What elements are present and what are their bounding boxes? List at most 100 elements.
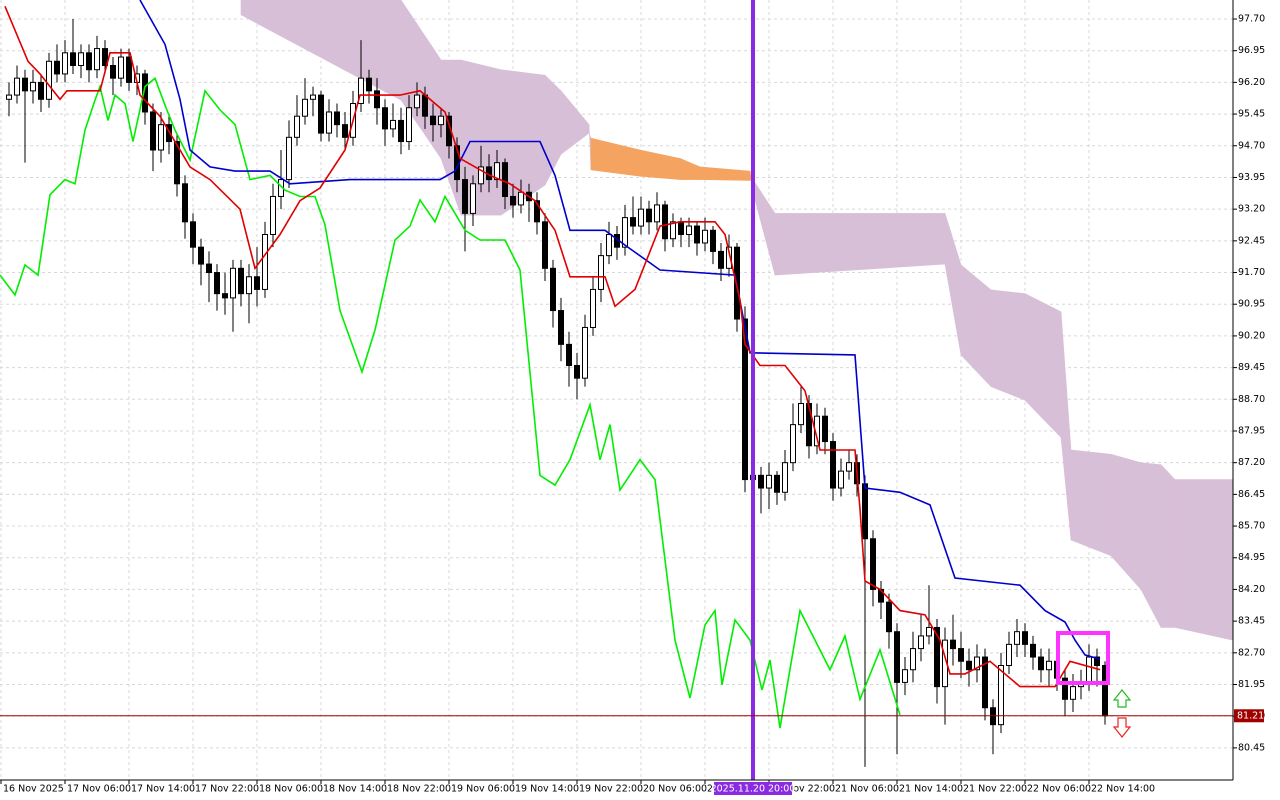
y-tick-label: 87.95 (1238, 425, 1265, 436)
candle-body (462, 179, 468, 214)
cloud-segment (1070, 449, 1112, 557)
candle-body (126, 56, 132, 83)
x-tick-label: 21 Nov 14:00 (899, 784, 963, 795)
y-tick-label: 97.70 (1238, 14, 1265, 25)
candle-body (662, 204, 668, 240)
candle-body (838, 470, 844, 489)
candle-body (702, 229, 708, 244)
candle-body (438, 115, 444, 126)
candle-body (118, 56, 124, 79)
last-price-tag-bg (1234, 709, 1264, 723)
candle-body (38, 81, 44, 100)
candle-body (318, 94, 324, 134)
candle-body (422, 94, 428, 117)
candle-body (790, 424, 796, 464)
candle-body (934, 626, 940, 688)
y-tick-label: 95.45 (1238, 109, 1265, 120)
candle-body (102, 48, 108, 66)
x-tick-label: 17 Nov 06:00 (67, 784, 131, 795)
candle-body (998, 664, 1004, 726)
candle-body (310, 94, 316, 100)
x-tick-label: 19 Nov 14:00 (515, 784, 579, 795)
marker-label: 2025.11.20 20:00 (711, 784, 796, 795)
candle-body (822, 415, 828, 443)
x-tick-label: 17 Nov 14:00 (131, 784, 195, 795)
y-tick-label: 93.95 (1238, 172, 1265, 183)
candle-body (62, 52, 68, 75)
y-tick-label: 86.45 (1238, 489, 1265, 500)
candle-body (846, 462, 852, 472)
y-tick-label: 96.20 (1238, 77, 1265, 88)
candle-body (646, 208, 652, 223)
x-tick-label: 21 Nov 22:00 (963, 784, 1027, 795)
candle-body (478, 166, 484, 185)
candle-body (430, 115, 436, 126)
cloud-segment (990, 289, 1026, 401)
y-tick-label: 92.45 (1238, 235, 1265, 246)
x-tick-label: 20 Nov 06:00 (643, 784, 707, 795)
candle-body (86, 52, 92, 71)
candle-body (398, 119, 404, 143)
x-tick-label: 18 Nov 14:00 (323, 784, 387, 795)
candle-body (574, 364, 580, 379)
x-tick-label: 20 Nov 22:00 (771, 784, 835, 795)
candle-body (382, 107, 388, 130)
candle-body (110, 64, 116, 79)
sell-arrow (1112, 717, 1132, 738)
candle-body (262, 234, 268, 290)
candle-body (1014, 631, 1020, 645)
candle-body (1038, 656, 1044, 671)
candle-body (606, 234, 612, 257)
candle-body (678, 221, 684, 236)
y-tick-label: 91.70 (1238, 267, 1265, 278)
x-tick-label: 22 Nov 14:00 (1091, 784, 1155, 795)
candle-body (46, 60, 52, 100)
candle-body (1022, 631, 1028, 645)
candle-body (958, 648, 964, 662)
candle-body (870, 538, 876, 590)
candle-body (294, 115, 300, 138)
candle-body (710, 229, 716, 252)
x-tick-label: 21 Nov 06:00 (835, 784, 899, 795)
y-tick-label: 80.45 (1238, 742, 1265, 753)
y-tick-label: 89.45 (1238, 362, 1265, 373)
indicator-line (0, 76, 901, 729)
candle-body (406, 107, 412, 143)
candle-body (926, 626, 932, 637)
candle-body (974, 656, 980, 671)
candle-body (830, 441, 836, 489)
y-tick-label: 94.70 (1238, 140, 1265, 151)
x-tick-label: 19 Nov 22:00 (579, 784, 643, 795)
candle-body (1046, 660, 1052, 671)
marker-label-bg (714, 782, 792, 795)
y-tick-label: 96.95 (1238, 45, 1265, 56)
candle-body (302, 98, 308, 117)
candle-body (1030, 643, 1036, 658)
candle-body (534, 200, 540, 223)
candle-body (414, 94, 420, 109)
candle-body (222, 293, 228, 299)
candle-body (886, 601, 892, 633)
candle-body (1062, 677, 1068, 700)
x-tick-label: 22 Nov 06:00 (1027, 784, 1091, 795)
candle-body (1070, 686, 1076, 700)
candle-body (54, 60, 60, 75)
candle-body (862, 483, 868, 540)
x-tick-label: 17 Nov 22:00 (195, 784, 259, 795)
candle-body (390, 119, 396, 130)
y-tick-label: 84.20 (1238, 584, 1265, 595)
candle-body (254, 276, 260, 290)
candle-body (502, 162, 508, 197)
candle-body (1094, 656, 1100, 666)
candle-body (166, 124, 172, 143)
candle-body (198, 246, 204, 265)
x-tick-label: 18 Nov 22:00 (387, 784, 451, 795)
candle-body (950, 639, 956, 650)
candle-body (694, 225, 700, 244)
candle-body (670, 221, 676, 240)
candle-body (766, 474, 772, 489)
candle-body (598, 255, 604, 290)
candle-body (1006, 643, 1012, 666)
candle-body (582, 326, 588, 379)
